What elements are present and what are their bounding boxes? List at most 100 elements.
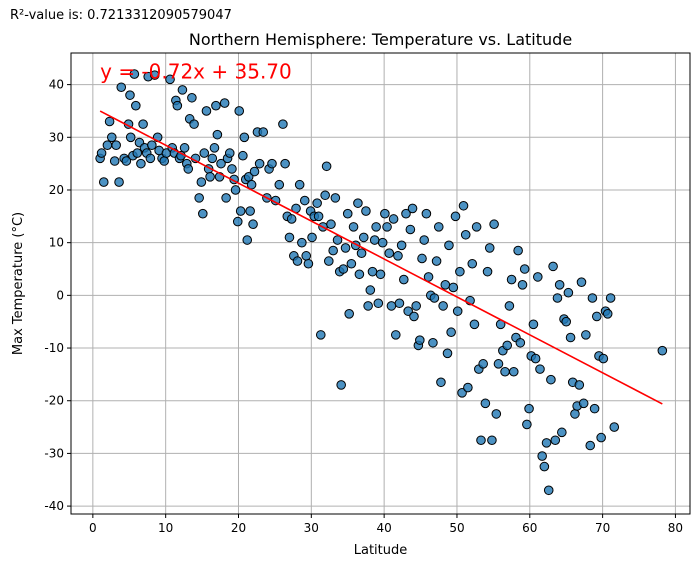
data-point [340,243,351,253]
data-point [132,148,143,158]
data-point [274,179,285,190]
x-tick-label: 40 [377,521,392,535]
data-point [421,208,432,219]
y-tick-label: -40 [44,499,64,513]
data-point [303,258,314,269]
data-point [129,69,140,79]
data-point [131,100,141,111]
y-tick-label: -10 [44,341,64,355]
data-point [375,269,386,280]
data-point [409,311,419,322]
data-point [353,198,363,208]
data-point [448,282,459,293]
data-point [428,337,438,348]
data-point [548,261,558,272]
data-point [299,195,310,206]
data-point [554,280,565,290]
data-point [557,427,567,438]
data-point [294,179,305,190]
data-point [373,298,384,309]
data-point [189,119,199,129]
data-point [313,211,324,222]
data-point [307,232,317,243]
data-point [605,293,616,303]
data-point [238,150,248,161]
x-tick-label: 60 [522,521,537,535]
data-point [323,256,334,266]
data-point [450,211,461,222]
plot-border [70,52,691,515]
data-point [390,330,401,340]
data-point [429,293,440,303]
data-point [528,319,539,330]
regression-layer [99,110,663,405]
x-axis-label: Latitude [354,543,408,558]
data-point [444,240,454,251]
data-point [469,319,480,330]
data-point [216,158,226,169]
data-point [380,208,390,219]
data-point [219,98,230,108]
data-point [487,435,497,446]
data-point [515,337,526,348]
data-point [230,185,241,195]
data-point [546,374,556,385]
data-point [109,156,120,166]
data-point [326,219,336,230]
data-point [312,198,322,208]
data-point [245,206,255,216]
data-point [138,119,148,129]
data-point [393,251,403,261]
data-point [508,366,519,377]
data-point [209,143,220,153]
data-point [405,224,416,235]
data-point [519,264,530,274]
data-point [98,177,109,187]
data-point [102,140,113,150]
data-point [403,306,413,316]
y-axis-label: Max Temperature (°C) [11,212,26,355]
data-point [532,272,543,282]
data-point [455,266,465,277]
data-point [183,164,194,174]
data-point [104,116,115,127]
data-point [377,237,388,248]
data-point [537,451,547,461]
data-point [286,214,297,224]
y-tick-label: 0 [56,288,64,302]
data-point [504,301,515,311]
data-point [563,287,574,298]
data-point [224,148,235,158]
data-point [106,132,117,143]
y-tick-label: 30 [49,130,64,144]
data-point [125,132,136,143]
data-point [417,253,427,264]
y-tick-label: -30 [44,446,64,460]
data-point [320,190,330,201]
data-point [344,308,354,319]
data-point [227,164,237,174]
data-point [165,74,175,85]
data-point [500,366,510,377]
data-point [491,409,502,419]
data-point [177,85,188,95]
data-point [478,359,488,369]
data-point [591,311,602,322]
data-point [386,301,397,311]
data-point [493,359,504,369]
regression-line [99,110,663,405]
data-point [121,156,132,166]
data-point [458,200,469,211]
data-point [196,177,207,187]
data-point [246,179,257,190]
data-point [235,206,246,216]
data-point [596,432,606,443]
data-point [480,398,491,409]
data-point [384,248,395,259]
data-point [315,330,326,340]
data-point [578,398,589,409]
data-point [489,219,499,230]
data-point [581,330,591,340]
data-point [438,301,448,311]
